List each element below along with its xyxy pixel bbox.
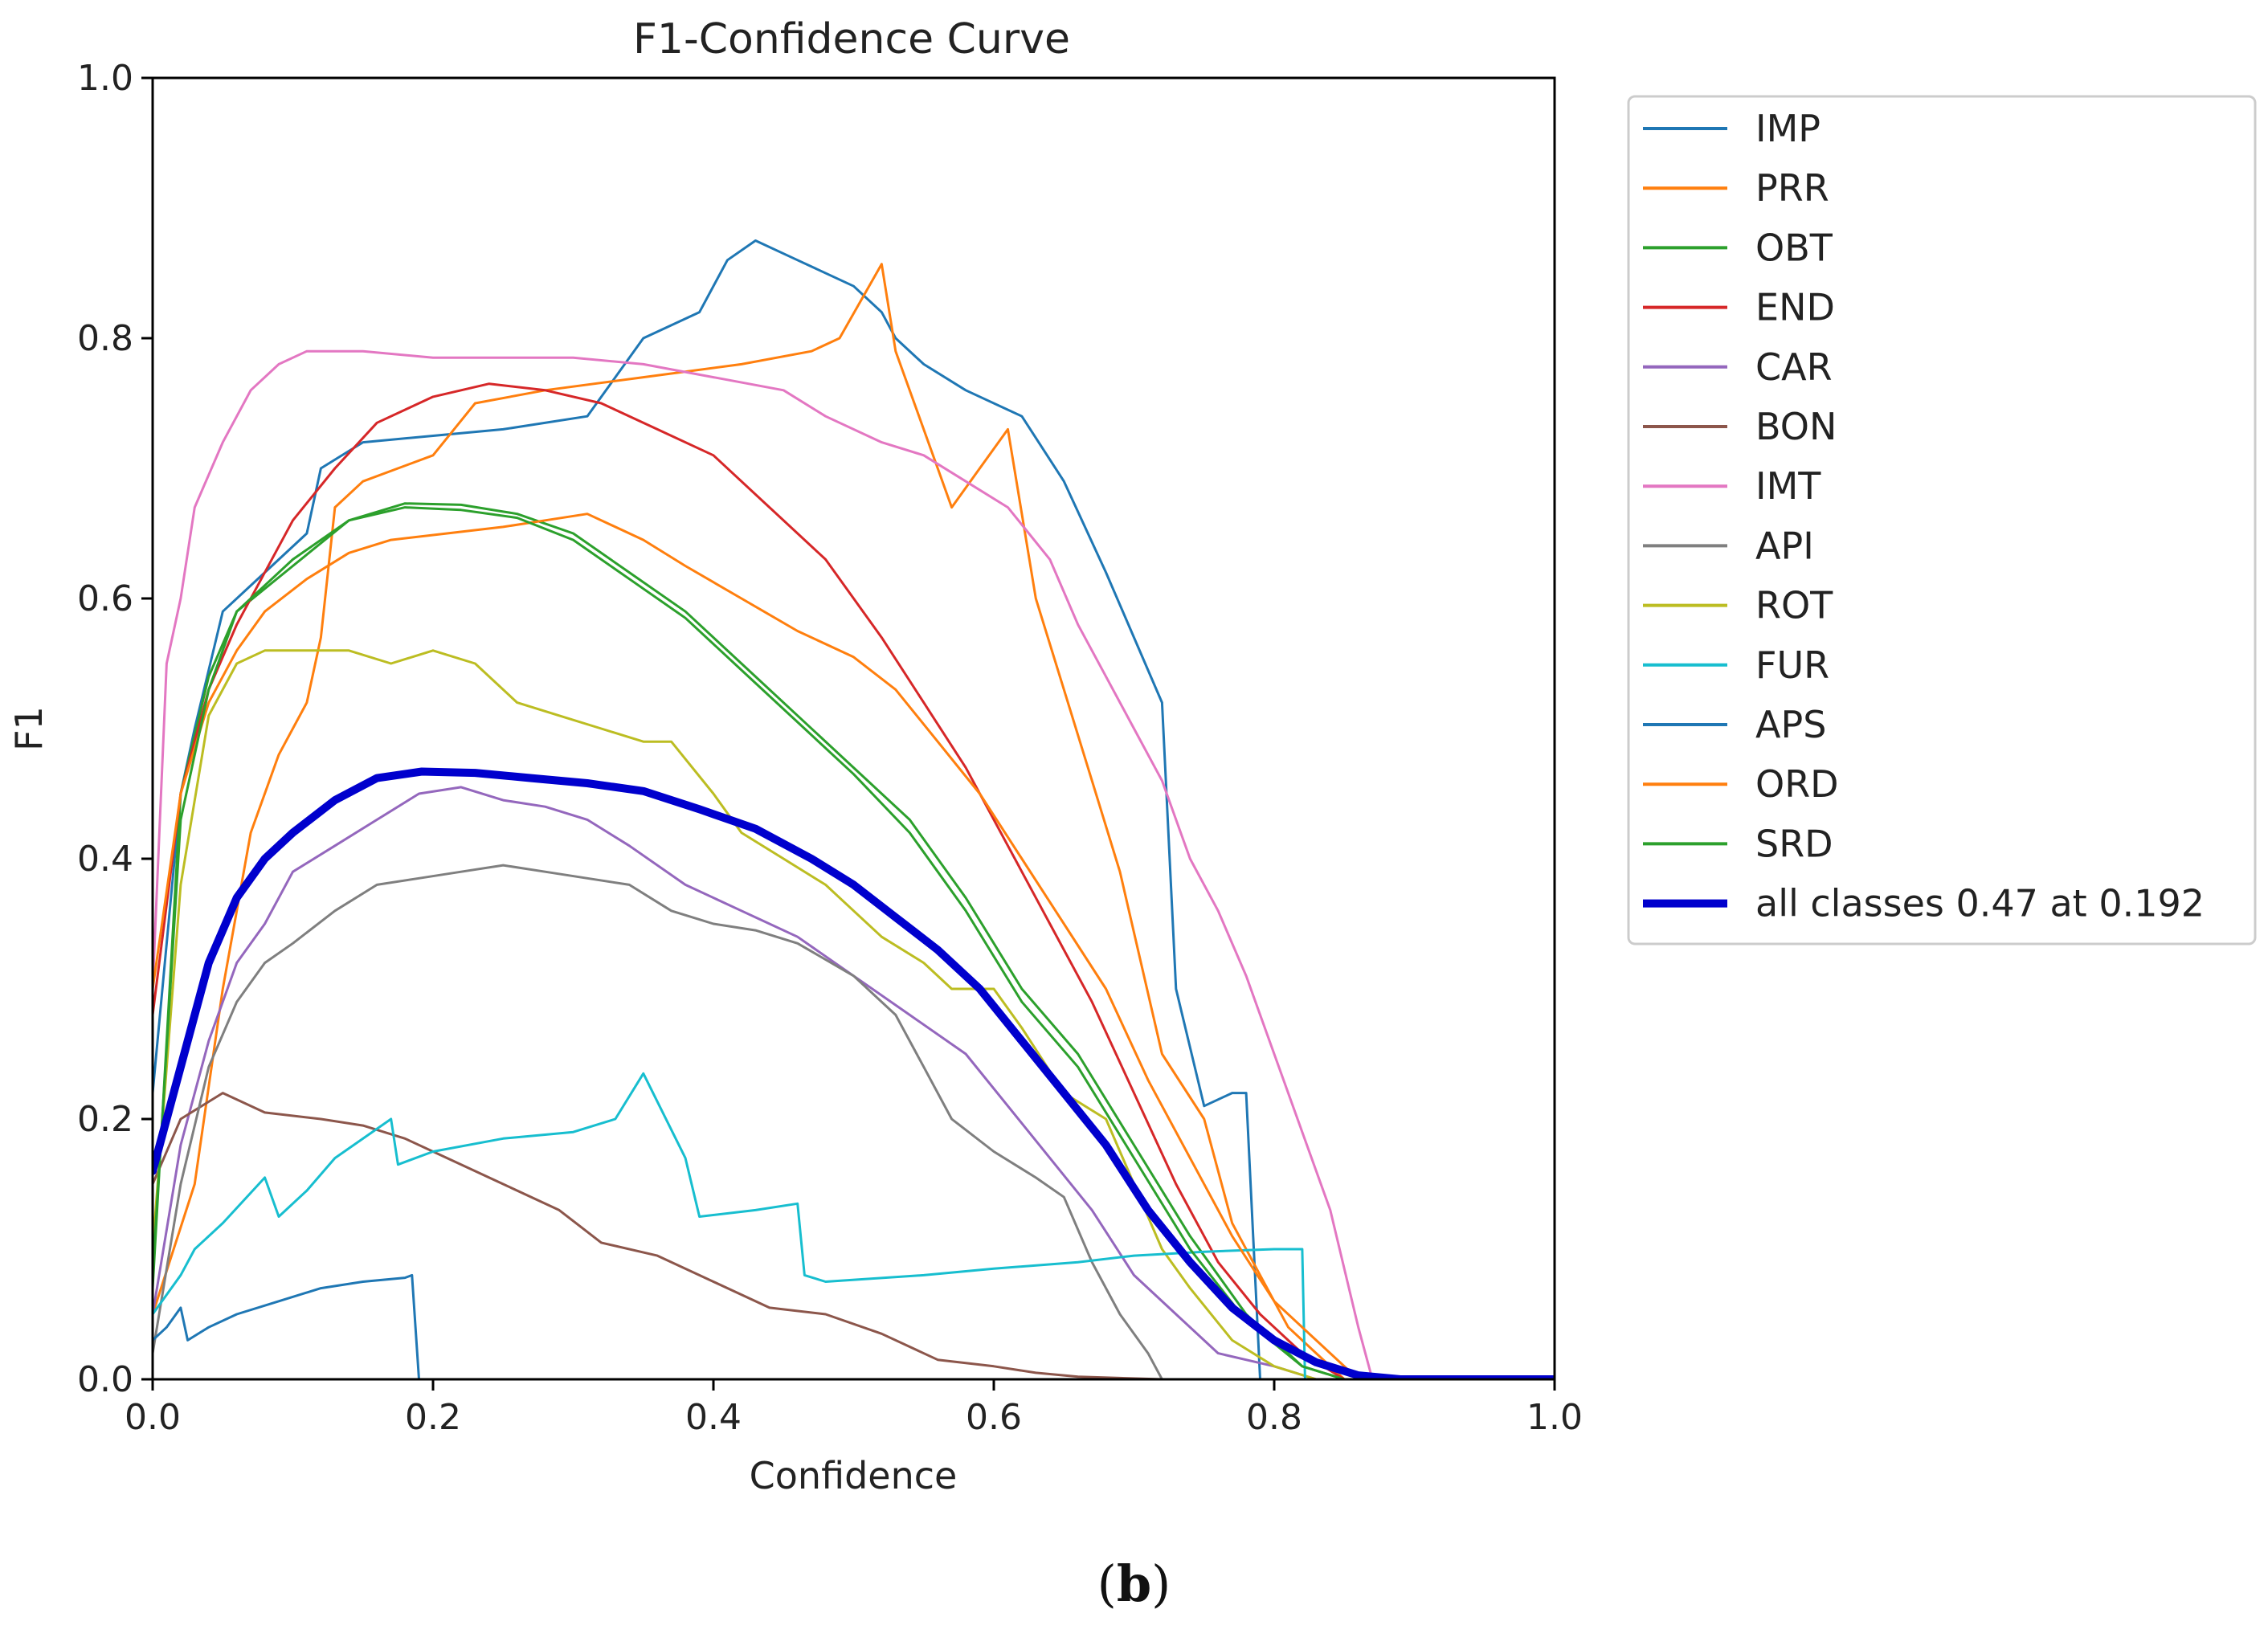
legend-label: SRD bbox=[1755, 822, 1833, 865]
legend-label: API bbox=[1755, 524, 1814, 567]
legend-label: IMP bbox=[1755, 107, 1821, 150]
legend-frame bbox=[1627, 95, 2257, 946]
legend-label: CAR bbox=[1755, 345, 1833, 389]
x-tick-label: 1.0 bbox=[1526, 1397, 1583, 1438]
series-line-10 bbox=[153, 1072, 1555, 1379]
y-tick-label: 0.4 bbox=[77, 839, 133, 880]
caption-close-paren: ) bbox=[1151, 1554, 1171, 1613]
caption-label: b bbox=[1116, 1554, 1152, 1613]
tick-layer: 0.0 0.2 0.4 0.6 0.8 1.0 0.0 0.2 0.4 0.6 0.8 1.0 bbox=[77, 58, 1583, 1438]
series-line-12 bbox=[153, 513, 1555, 1379]
legend-label: IMT bbox=[1755, 464, 1821, 508]
legend-label: FUR bbox=[1755, 643, 1829, 687]
legend-label: OBT bbox=[1755, 226, 1833, 269]
series-line-2 bbox=[153, 263, 1555, 1379]
legend-label: END bbox=[1755, 286, 1835, 329]
legend-label: all classes 0.47 at 0.192 bbox=[1755, 882, 2205, 925]
x-tick-label: 0.8 bbox=[1246, 1397, 1302, 1438]
caption-open-paren: ( bbox=[1097, 1554, 1117, 1613]
series-line-1 bbox=[153, 239, 1555, 1379]
legend-label: APS bbox=[1755, 703, 1826, 746]
series-line-11 bbox=[153, 1273, 1555, 1379]
y-axis-label: F1 bbox=[7, 706, 51, 751]
series-line-3 bbox=[153, 502, 1555, 1379]
x-tick-label: 0.0 bbox=[125, 1397, 181, 1438]
series-line-9 bbox=[153, 649, 1555, 1379]
plot-frame bbox=[151, 76, 1556, 1381]
chart-title: F1-Confidence Curve bbox=[633, 15, 1070, 63]
y-tick-label: 0.8 bbox=[77, 318, 133, 359]
series-layer bbox=[153, 239, 1555, 1379]
series-line-7 bbox=[153, 349, 1555, 1379]
legend-label: ORD bbox=[1755, 762, 1839, 806]
series-line-5 bbox=[153, 786, 1555, 1379]
y-tick-label: 0.6 bbox=[77, 578, 133, 619]
y-tick-label: 0.2 bbox=[77, 1099, 133, 1140]
series-line-14 bbox=[153, 767, 1555, 1379]
figure-caption: (b) bbox=[0, 1554, 2268, 1613]
y-tick-label: 1.0 bbox=[77, 58, 133, 99]
series-line-13 bbox=[153, 506, 1555, 1379]
plot-area bbox=[153, 239, 1555, 1379]
legend: IMP PRR OBT END CAR BON IMT API ROT FUR APS ORD SRD a… bbox=[1627, 95, 2257, 946]
legend-label: PRR bbox=[1755, 166, 1829, 210]
x-tick-label: 0.2 bbox=[405, 1397, 461, 1438]
series-line-4 bbox=[153, 382, 1555, 1379]
legend-label: BON bbox=[1755, 405, 1837, 448]
y-tick-label: 0.0 bbox=[77, 1359, 133, 1400]
legend-label: ROT bbox=[1755, 584, 1833, 627]
x-axis-label: Confidence bbox=[750, 1454, 958, 1497]
x-tick-label: 0.6 bbox=[966, 1397, 1022, 1438]
series-line-8 bbox=[153, 864, 1555, 1379]
x-tick-label: 0.4 bbox=[685, 1397, 742, 1438]
series-line-6 bbox=[153, 1092, 1555, 1379]
